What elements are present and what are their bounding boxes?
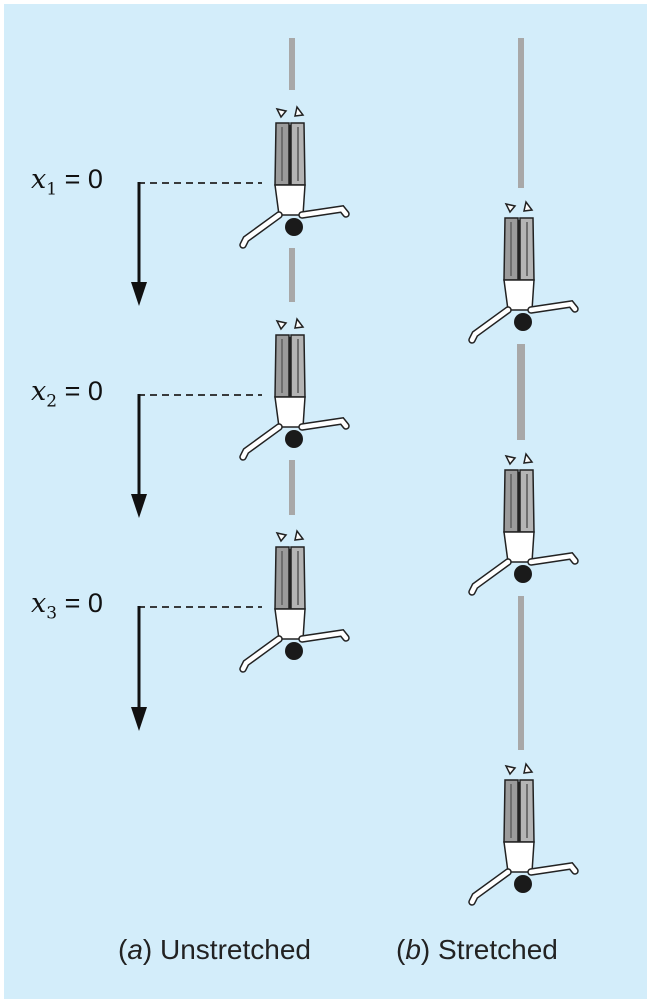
jumper-stretched-3 [472,764,575,902]
jumper-unstretched-3 [243,531,346,669]
equation-value: = 0 [57,588,103,618]
caption-letter: a [127,934,143,965]
equation-value: = 0 [57,164,103,194]
jumper-stretched-1 [472,202,575,340]
jumper-unstretched-2 [243,319,346,457]
jumper-stretched-2 [472,454,575,592]
axis-arrows [131,182,147,731]
caption-text: Stretched [430,934,558,965]
reference-lines [138,182,262,608]
equation-x1: x1 = 0 [31,164,103,199]
caption-close-paren: ) [142,934,153,965]
equation-subscript: 2 [46,391,58,412]
equation-subscript: 3 [46,603,58,624]
caption-text: Unstretched [152,934,311,965]
caption-stretched: (b) Stretched [396,934,558,966]
down-arrow-3 [131,606,147,731]
figure-panel [4,4,647,999]
equation-variable: x [31,588,47,619]
equation-x2: x2 = 0 [31,376,103,411]
down-arrow-2 [131,394,147,518]
equation-variable: x [31,164,47,195]
caption-letter: b [405,934,421,965]
down-arrow-1 [131,182,147,306]
caption-open-paren: ( [118,934,128,965]
equation-x3: x3 = 0 [31,588,103,623]
caption-close-paren: ) [420,934,431,965]
jumper-unstretched-1 [243,107,346,245]
equation-variable: x [31,376,47,407]
caption-unstretched: (a) Unstretched [118,934,311,966]
equation-value: = 0 [57,376,103,406]
equation-subscript: 1 [46,179,58,200]
caption-open-paren: ( [396,934,406,965]
